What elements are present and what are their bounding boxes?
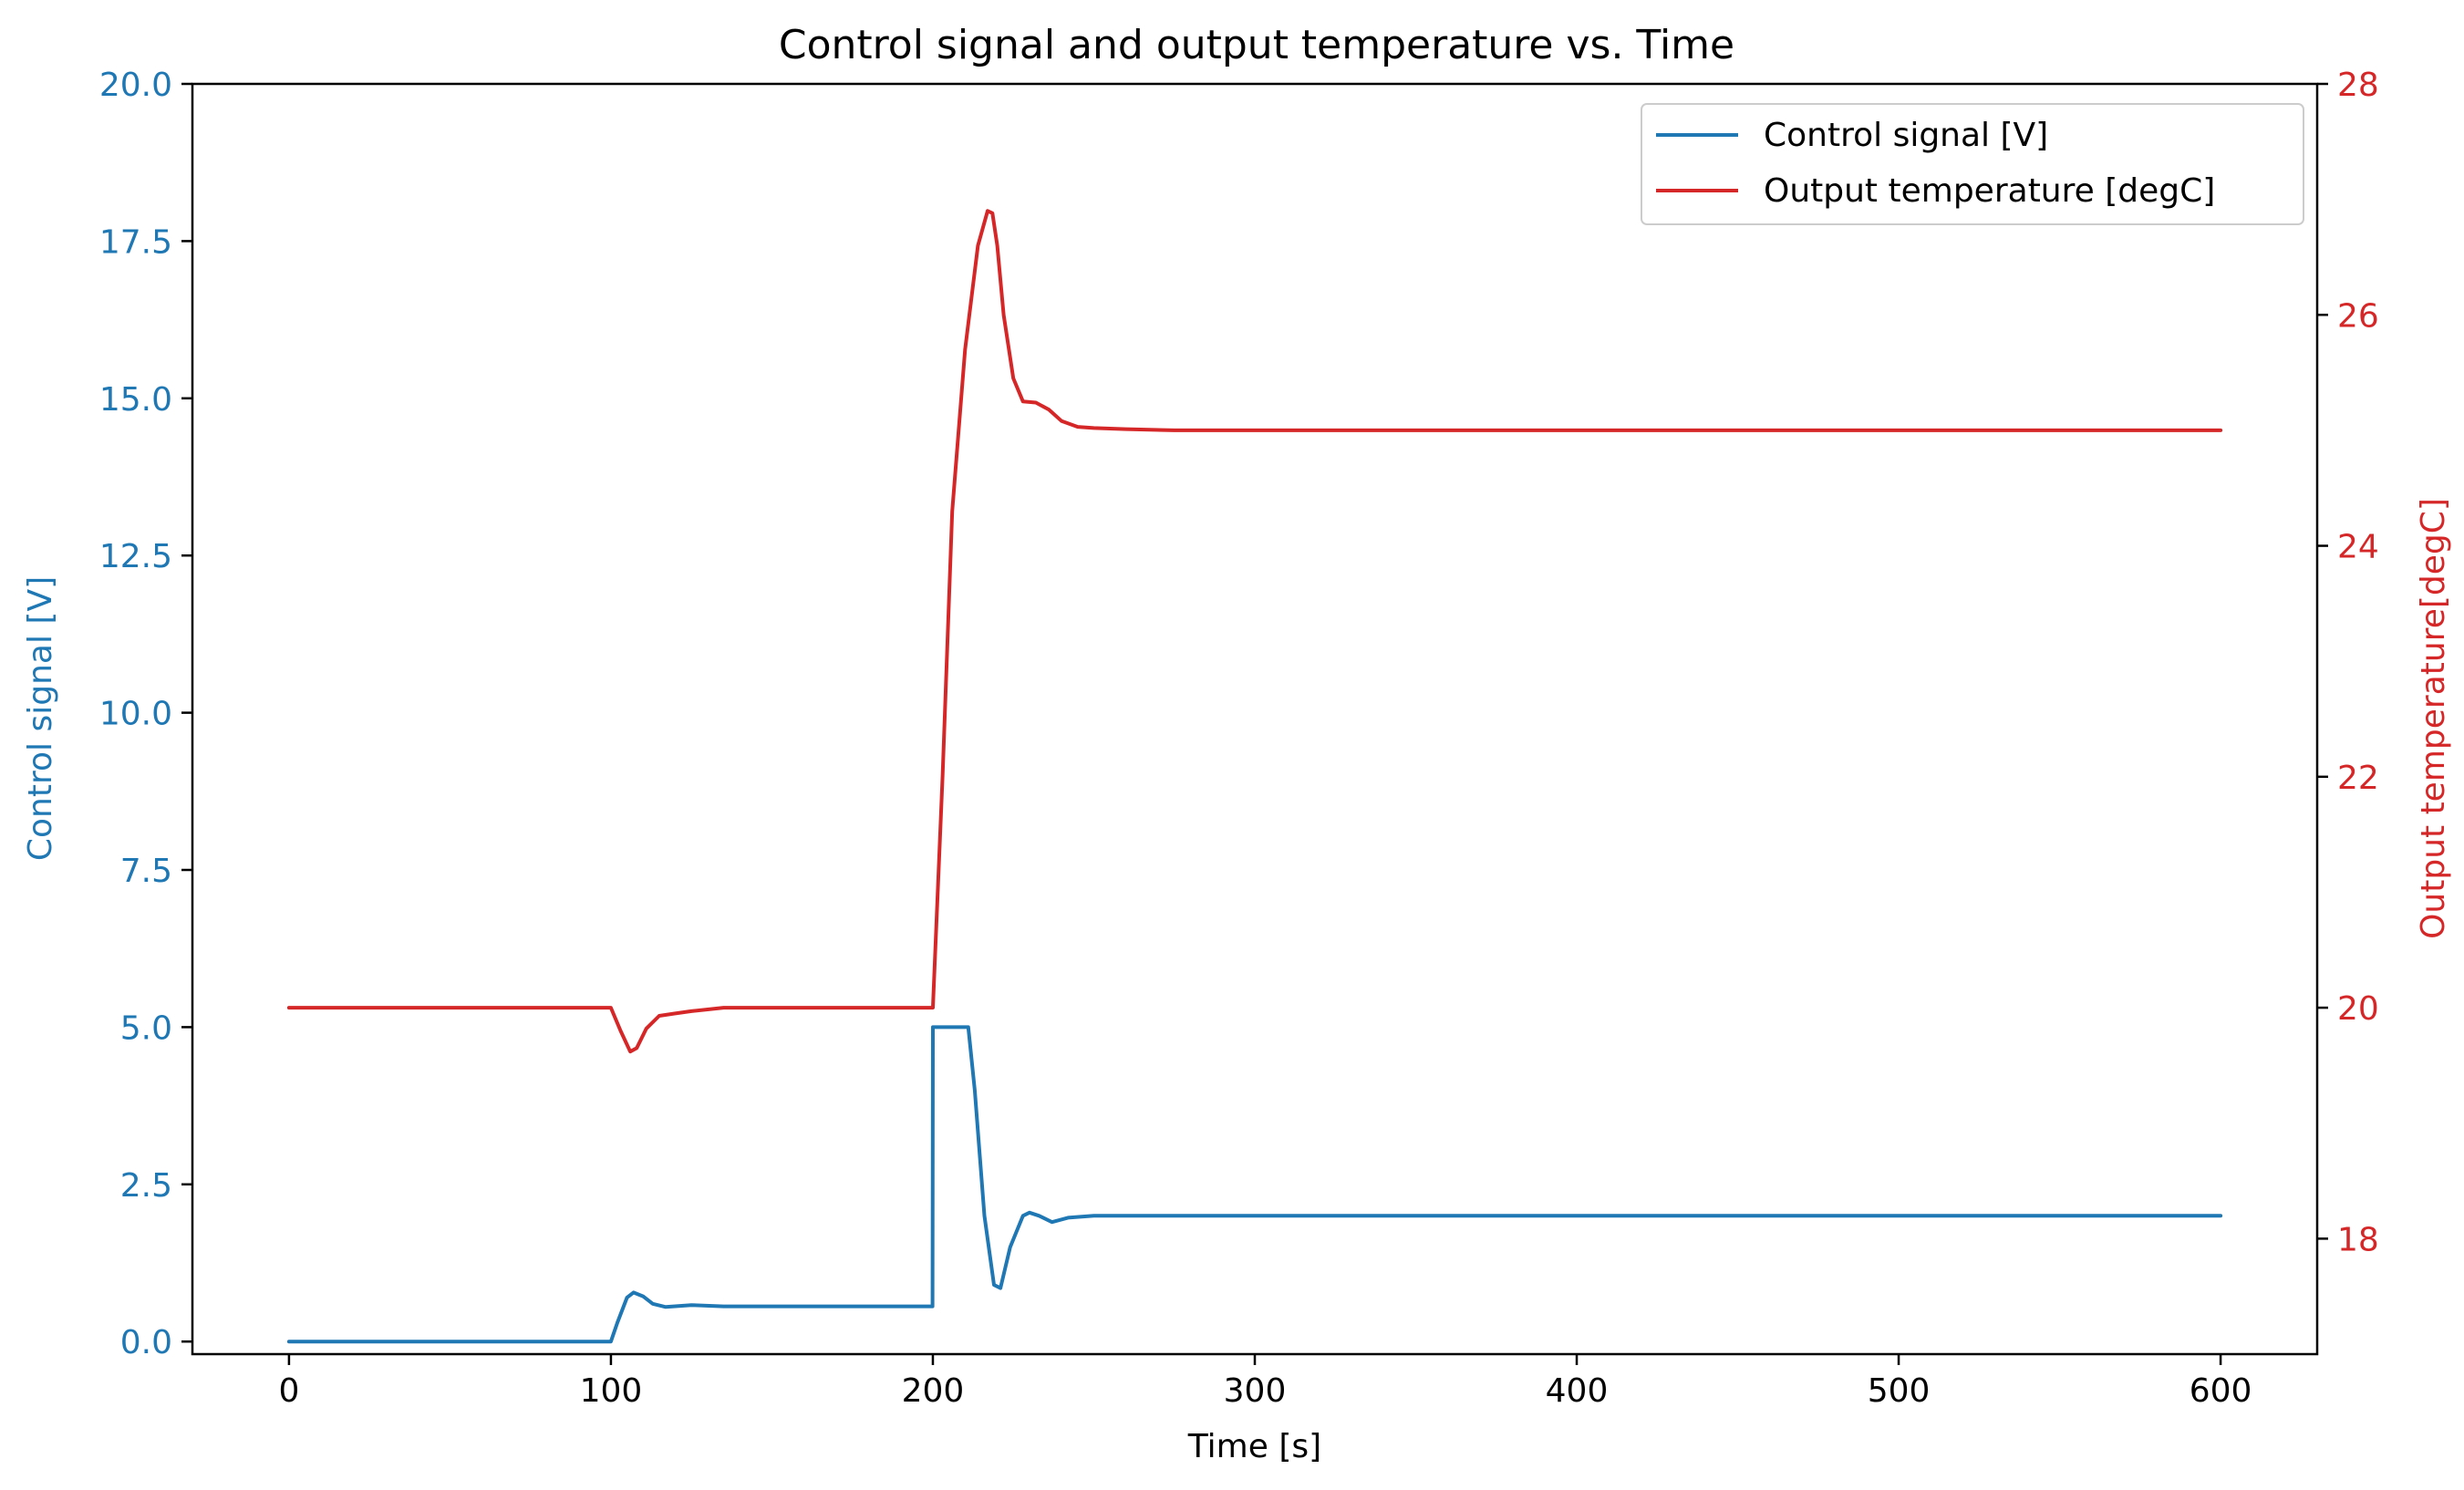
- y-left-tick-label: 5.0: [120, 1009, 172, 1047]
- x-tick-label: 100: [580, 1372, 643, 1410]
- y-left-tick-label: 10.0: [99, 696, 172, 733]
- y-right-tick-label: 22: [2337, 760, 2379, 797]
- x-tick-label: 400: [1546, 1372, 1609, 1410]
- y-axis-right-title: Output temperature[degC]: [2415, 498, 2452, 939]
- y-left-tick-label: 17.5: [99, 223, 172, 261]
- y-axis-left: 0.0 2.5 5.0 7.5 10.0 12.5 15.0 17.5 20.0: [99, 67, 192, 1361]
- x-axis: 0 100 200 300 400 500 600: [278, 1354, 2252, 1410]
- legend: Control signal [V] Output temperature [d…: [1641, 103, 2304, 225]
- y-right-tick-label: 26: [2337, 297, 2379, 335]
- y-left-tick-label: 2.5: [120, 1167, 172, 1205]
- y-right-tick-label: 28: [2337, 67, 2379, 104]
- x-tick-label: 500: [1868, 1372, 1931, 1410]
- y-right-tick-label: 20: [2337, 990, 2379, 1028]
- x-tick-label: 300: [1224, 1372, 1287, 1410]
- series-layer: [286, 209, 2223, 1344]
- x-tick-label: 200: [902, 1372, 965, 1410]
- y-right-tick-label: 18: [2337, 1221, 2379, 1258]
- legend-label-control-signal: Control signal [V]: [1764, 117, 2048, 154]
- chart-title: Control signal and output temperature vs…: [779, 22, 1734, 68]
- x-axis-title: Time [s]: [1187, 1428, 1321, 1465]
- series-line-output-temperature: [286, 209, 2223, 1054]
- legend-box: [1641, 103, 2304, 225]
- y-axis-right: 18 20 22 24 26 28: [2317, 67, 2379, 1258]
- series-line-control-signal: [286, 1025, 2223, 1344]
- x-tick-label: 0: [278, 1372, 299, 1410]
- x-tick-label: 600: [2190, 1372, 2252, 1410]
- y-right-tick-label: 24: [2337, 529, 2379, 566]
- y-axis-left-title: Control signal [V]: [22, 576, 59, 861]
- y-left-tick-label: 15.0: [99, 381, 172, 419]
- y-left-tick-label: 7.5: [120, 853, 172, 890]
- y-left-tick-label: 20.0: [99, 67, 172, 104]
- y-left-tick-label: 12.5: [99, 538, 172, 575]
- y-left-tick-label: 0.0: [120, 1324, 172, 1361]
- legend-label-output-temperature: Output temperature [degC]: [1764, 172, 2215, 210]
